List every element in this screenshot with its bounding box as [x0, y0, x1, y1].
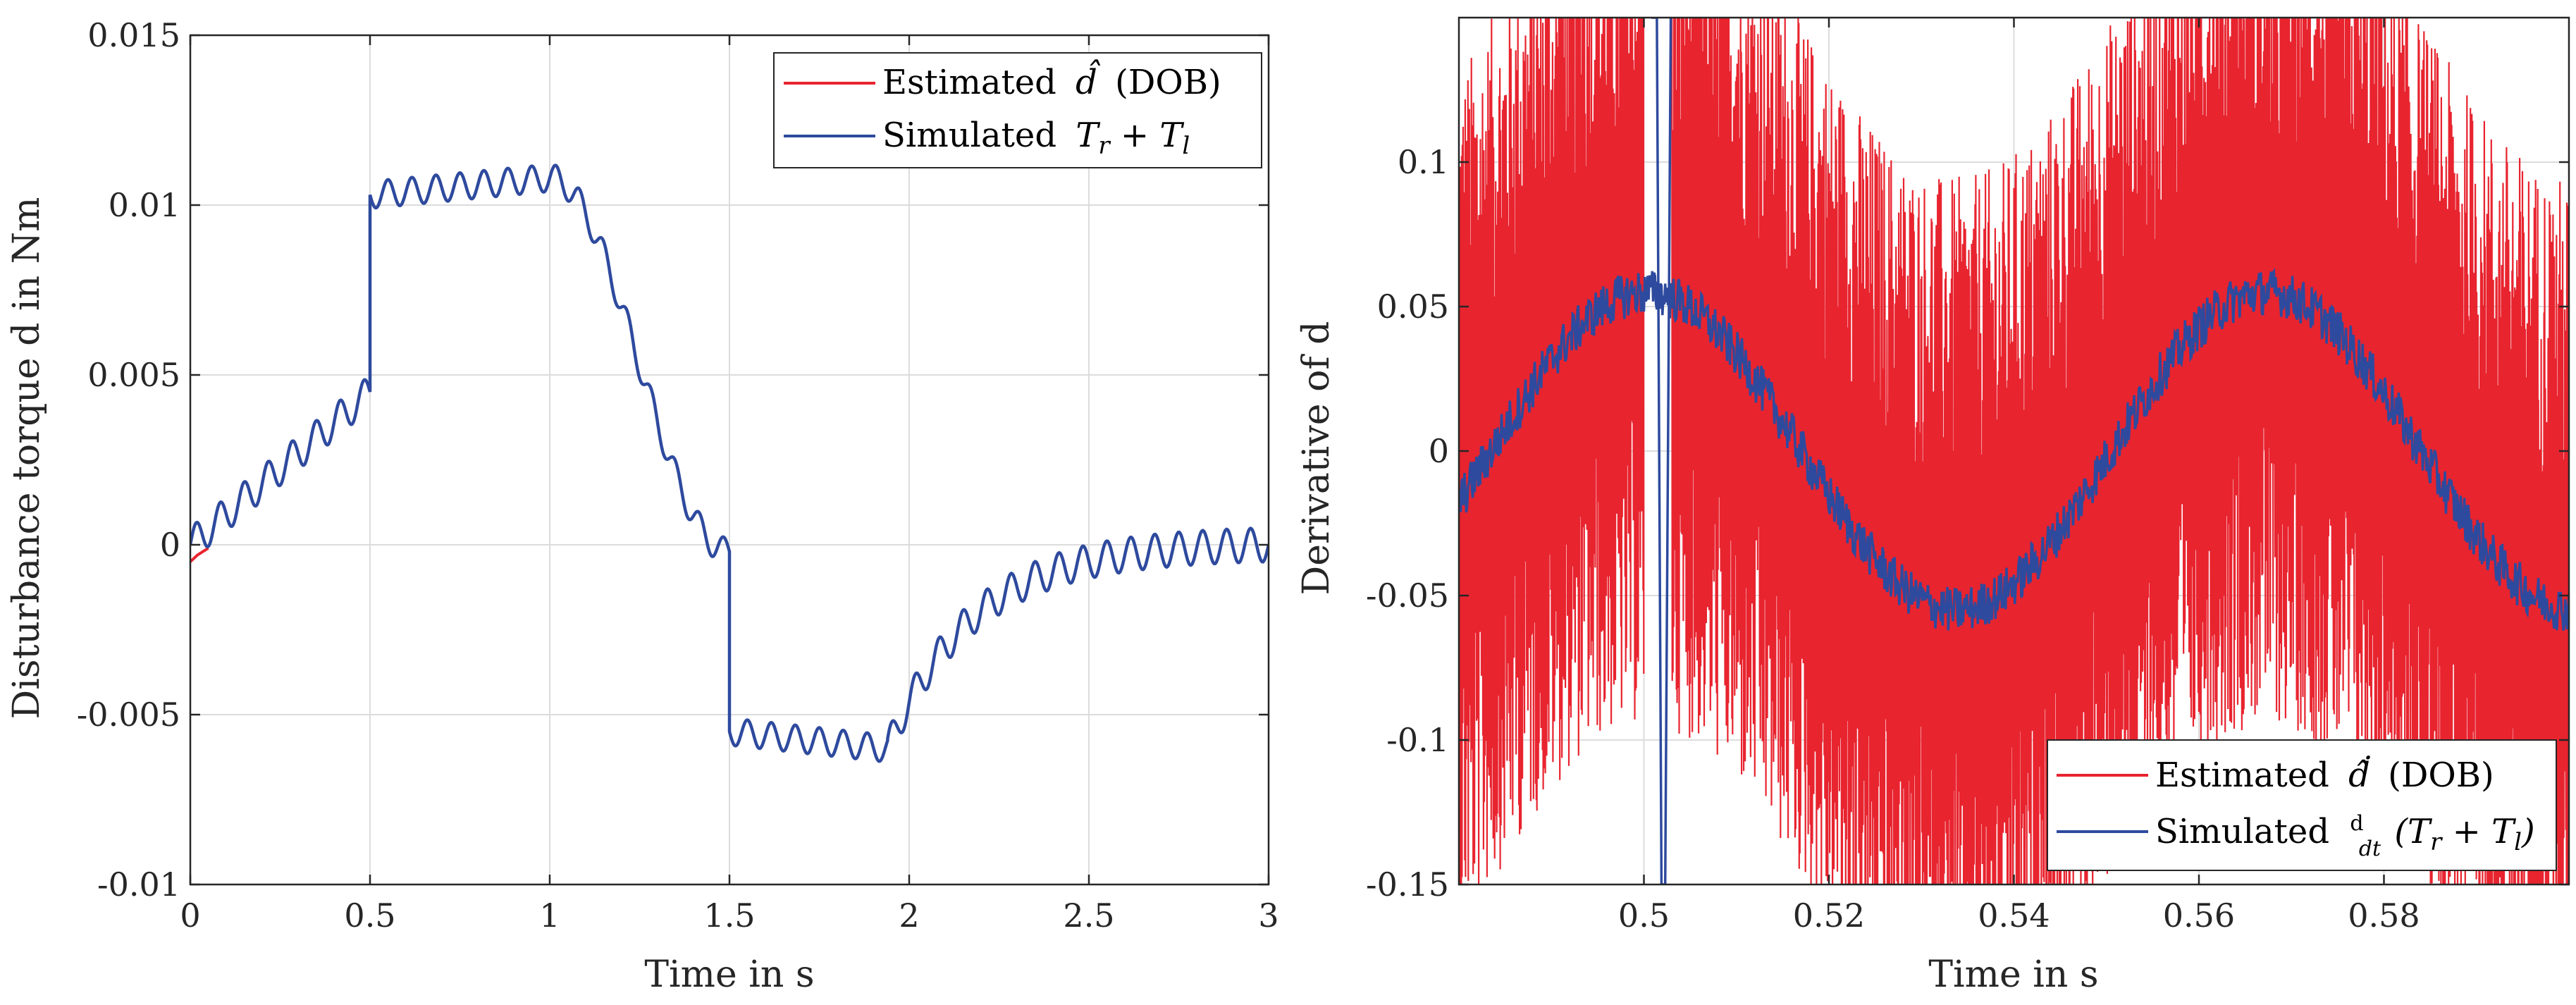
left-xtick-label-2: 1	[539, 896, 560, 935]
right-xtick-label-0: 0.5	[1618, 896, 1670, 935]
left-xtick-label-0: 0	[180, 896, 200, 935]
right-series-simulated	[1459, 267, 2569, 631]
right-legend-estimated-symbol: ḋ̂	[2348, 755, 2370, 795]
left-legend-simulated-prefix: Simulated	[882, 116, 1056, 155]
right-ytick-label-1: -0.1	[1386, 721, 1449, 759]
right-ytick-label-4: 0.05	[1377, 288, 1449, 326]
left-x-axis-label: Time in s	[644, 954, 814, 996]
right-ytick-label-3: 0	[1429, 432, 1449, 470]
left-legend-estimated-suffix: (DOB)	[1115, 63, 1221, 102]
right-legend-estimated-suffix: (DOB)	[2388, 756, 2494, 795]
left-xtick-label-5: 2.5	[1063, 896, 1114, 935]
right-xtick-label-1: 0.52	[1793, 896, 1865, 935]
left-legend-estimated-label: Estimated d̂ (DOB)	[882, 59, 1221, 102]
right-series-simulated-spike	[1651, 18, 1672, 884]
left-legend-simulated-label: Simulated Tr + Tl	[882, 116, 1190, 160]
left-legend-box	[773, 52, 1262, 168]
right-ytick-label-0: -0.15	[1366, 865, 1449, 904]
left-series-simulated	[190, 164, 1269, 763]
left-xtick-label-6: 3	[1258, 896, 1278, 935]
left-series-group	[190, 164, 1269, 763]
right-ticks: 0.5 0.52 0.54 0.56 0.58 -0.15 -0.1 -0.05 0 0.05 0.…	[1366, 18, 2569, 935]
left-ticks: 0 0.5 1 1.5 2 2.5 3 -0.01 -0.005 0 0.005 0.01 0.015	[77, 16, 1279, 935]
right-ytick-label-5: 0.1	[1398, 143, 1449, 181]
right-legend-simulated-prefix: Simulated	[2155, 812, 2329, 851]
right-legend-simulated-label: Simulated d dt (Tr + Tl)	[2155, 799, 2535, 864]
left-xtick-label-1: 0.5	[344, 896, 395, 935]
right-series-estimated	[1459, 18, 2569, 884]
right-xtick-label-4: 0.58	[2348, 896, 2420, 935]
left-legend-estimated-prefix: Estimated	[882, 63, 1056, 102]
right-legend-frac-den: dt	[2359, 837, 2381, 861]
left-xtick-label-3: 1.5	[703, 896, 755, 935]
right-legend-estimated-label: Estimated ḋ̂ (DOB)	[2155, 755, 2494, 795]
chart-left-torque: 0 0.5 1 1.5 2 2.5 3-0.01-0.00500.0050.010.015 …	[6, 16, 1279, 996]
left-legend-simulated-symbol: Tr + Tl	[1076, 116, 1190, 160]
right-legend-estimated-prefix: Estimated	[2155, 756, 2329, 795]
left-ytick-label-5: 0.015	[87, 16, 180, 54]
right-xtick-label-2: 0.54	[1978, 896, 2050, 935]
right-series-group	[1459, 18, 2569, 884]
left-series-estimated	[190, 547, 209, 563]
left-ytick-label-0: -0.01	[97, 865, 180, 904]
right-legend-simulated-symbol: (Tr + Tl)	[2394, 812, 2534, 856]
left-ytick-label-2: 0	[160, 526, 180, 564]
left-y-axis-label: Disturbance torque d in Nm	[6, 197, 48, 720]
left-legend: Estimated d̂ (DOB) Simulated Tr + Tl	[773, 52, 1262, 168]
chart-right-derivative: 0.5 0.52 0.54 0.56 0.58 -0.15 -0.1 -0.05 0 0.05 0.…	[1295, 16, 2570, 996]
left-xtick-label-4: 2	[899, 896, 919, 935]
left-ytick-label-4: 0.01	[109, 186, 180, 224]
left-ytick-label-3: 0.005	[87, 356, 180, 394]
right-legend: Estimated ḋ̂ (DOB) Simulated d dt (Tr + …	[2047, 739, 2557, 871]
right-legend-frac-num: d	[2350, 811, 2363, 836]
left-legend-estimated-symbol: d̂	[1076, 59, 1101, 102]
right-y-axis-label: Derivative of d	[1295, 321, 1338, 596]
right-x-axis-label: Time in s	[1928, 954, 2098, 996]
right-ytick-label-2: -0.05	[1366, 577, 1449, 615]
right-xtick-label-3: 0.56	[2163, 896, 2235, 935]
right-legend-box	[2047, 739, 2557, 871]
left-ytick-label-1: -0.005	[77, 696, 180, 734]
